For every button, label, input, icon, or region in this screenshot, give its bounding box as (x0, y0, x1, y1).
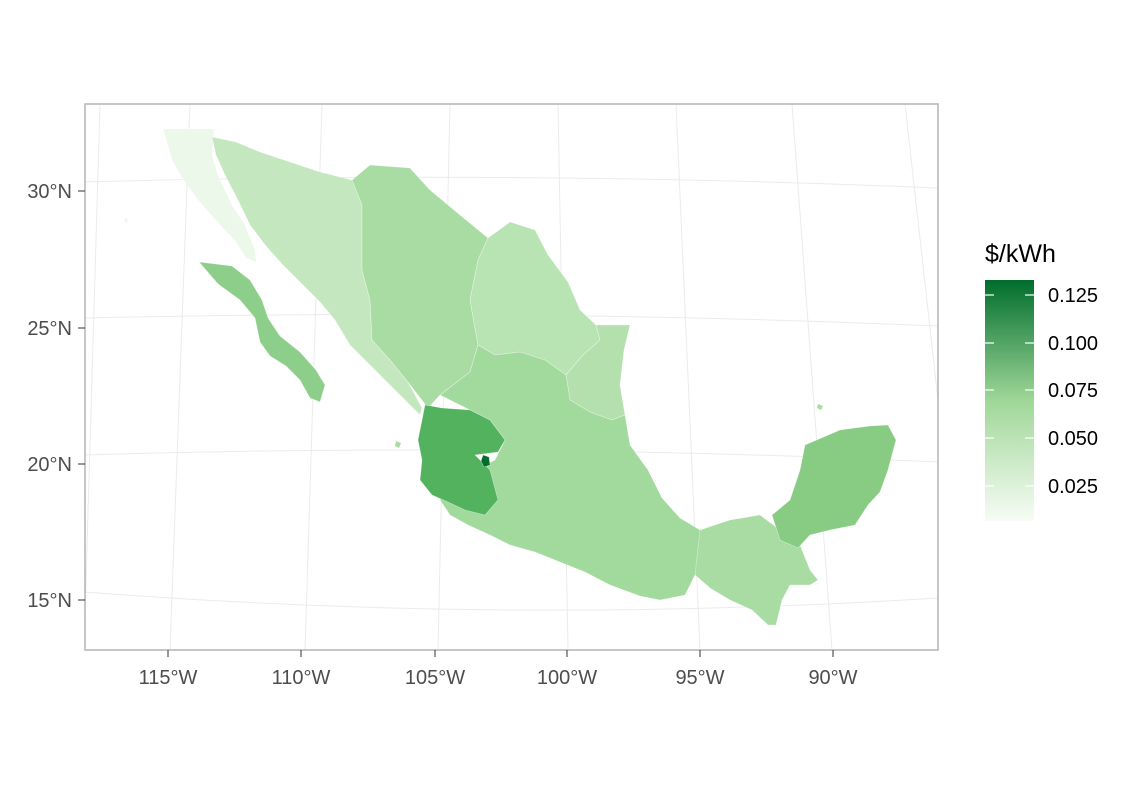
lon-label-105w: 105°W (405, 667, 465, 689)
graticule-115w (169, 104, 191, 650)
lon-label-115w: 115°W (139, 667, 198, 689)
region-baja-california-sur (198, 261, 326, 403)
region-jalisco (417, 404, 506, 516)
region-sonora-sinaloa (211, 136, 423, 416)
legend-label-0125: 0.125 (1048, 285, 1098, 307)
lat-label-25n: 25°N (27, 318, 72, 340)
lat-label-15n: 15°N (27, 590, 72, 612)
lon-label-95w: 95°W (675, 667, 724, 689)
longitude-axis: 115°W 110°W 105°W 100°W 95°W 90°W (139, 650, 858, 689)
mexico-map (162, 128, 897, 626)
panel-border (84, 103, 939, 651)
graticule-15n (85, 591, 938, 611)
region-yucatan (771, 424, 897, 549)
island-revillagigedo (395, 441, 401, 448)
graticule-90w (791, 104, 833, 650)
legend-label-0100: 0.100 (1048, 333, 1098, 355)
lon-label-110w: 110°W (272, 667, 331, 689)
graticule-120w (85, 104, 101, 633)
lat-label-20n: 20°N (27, 454, 72, 476)
islands (124, 218, 823, 448)
lat-label-30n: 30°N (27, 181, 72, 203)
island-guadalupe (124, 218, 128, 223)
lon-label-100w: 100°W (537, 667, 597, 689)
island-yucatan-coast (817, 404, 823, 410)
legend-colorbar (985, 280, 1034, 521)
legend: $/kWh 0.125 0.100 0.075 0.050 0.025 (985, 240, 1098, 521)
legend-label-0075: 0.075 (1048, 380, 1098, 402)
region-hotspot (480, 454, 491, 468)
legend-ticks (985, 294, 1034, 487)
legend-label-0050: 0.050 (1048, 428, 1098, 450)
region-baja-california (162, 128, 257, 263)
latitude-axis: 30°N 25°N 20°N 15°N (27, 181, 85, 612)
graticule-85w (904, 104, 938, 401)
legend-title: $/kWh (985, 240, 1056, 268)
legend-label-0025: 0.025 (1048, 476, 1098, 498)
lon-label-90w: 90°W (808, 667, 857, 689)
